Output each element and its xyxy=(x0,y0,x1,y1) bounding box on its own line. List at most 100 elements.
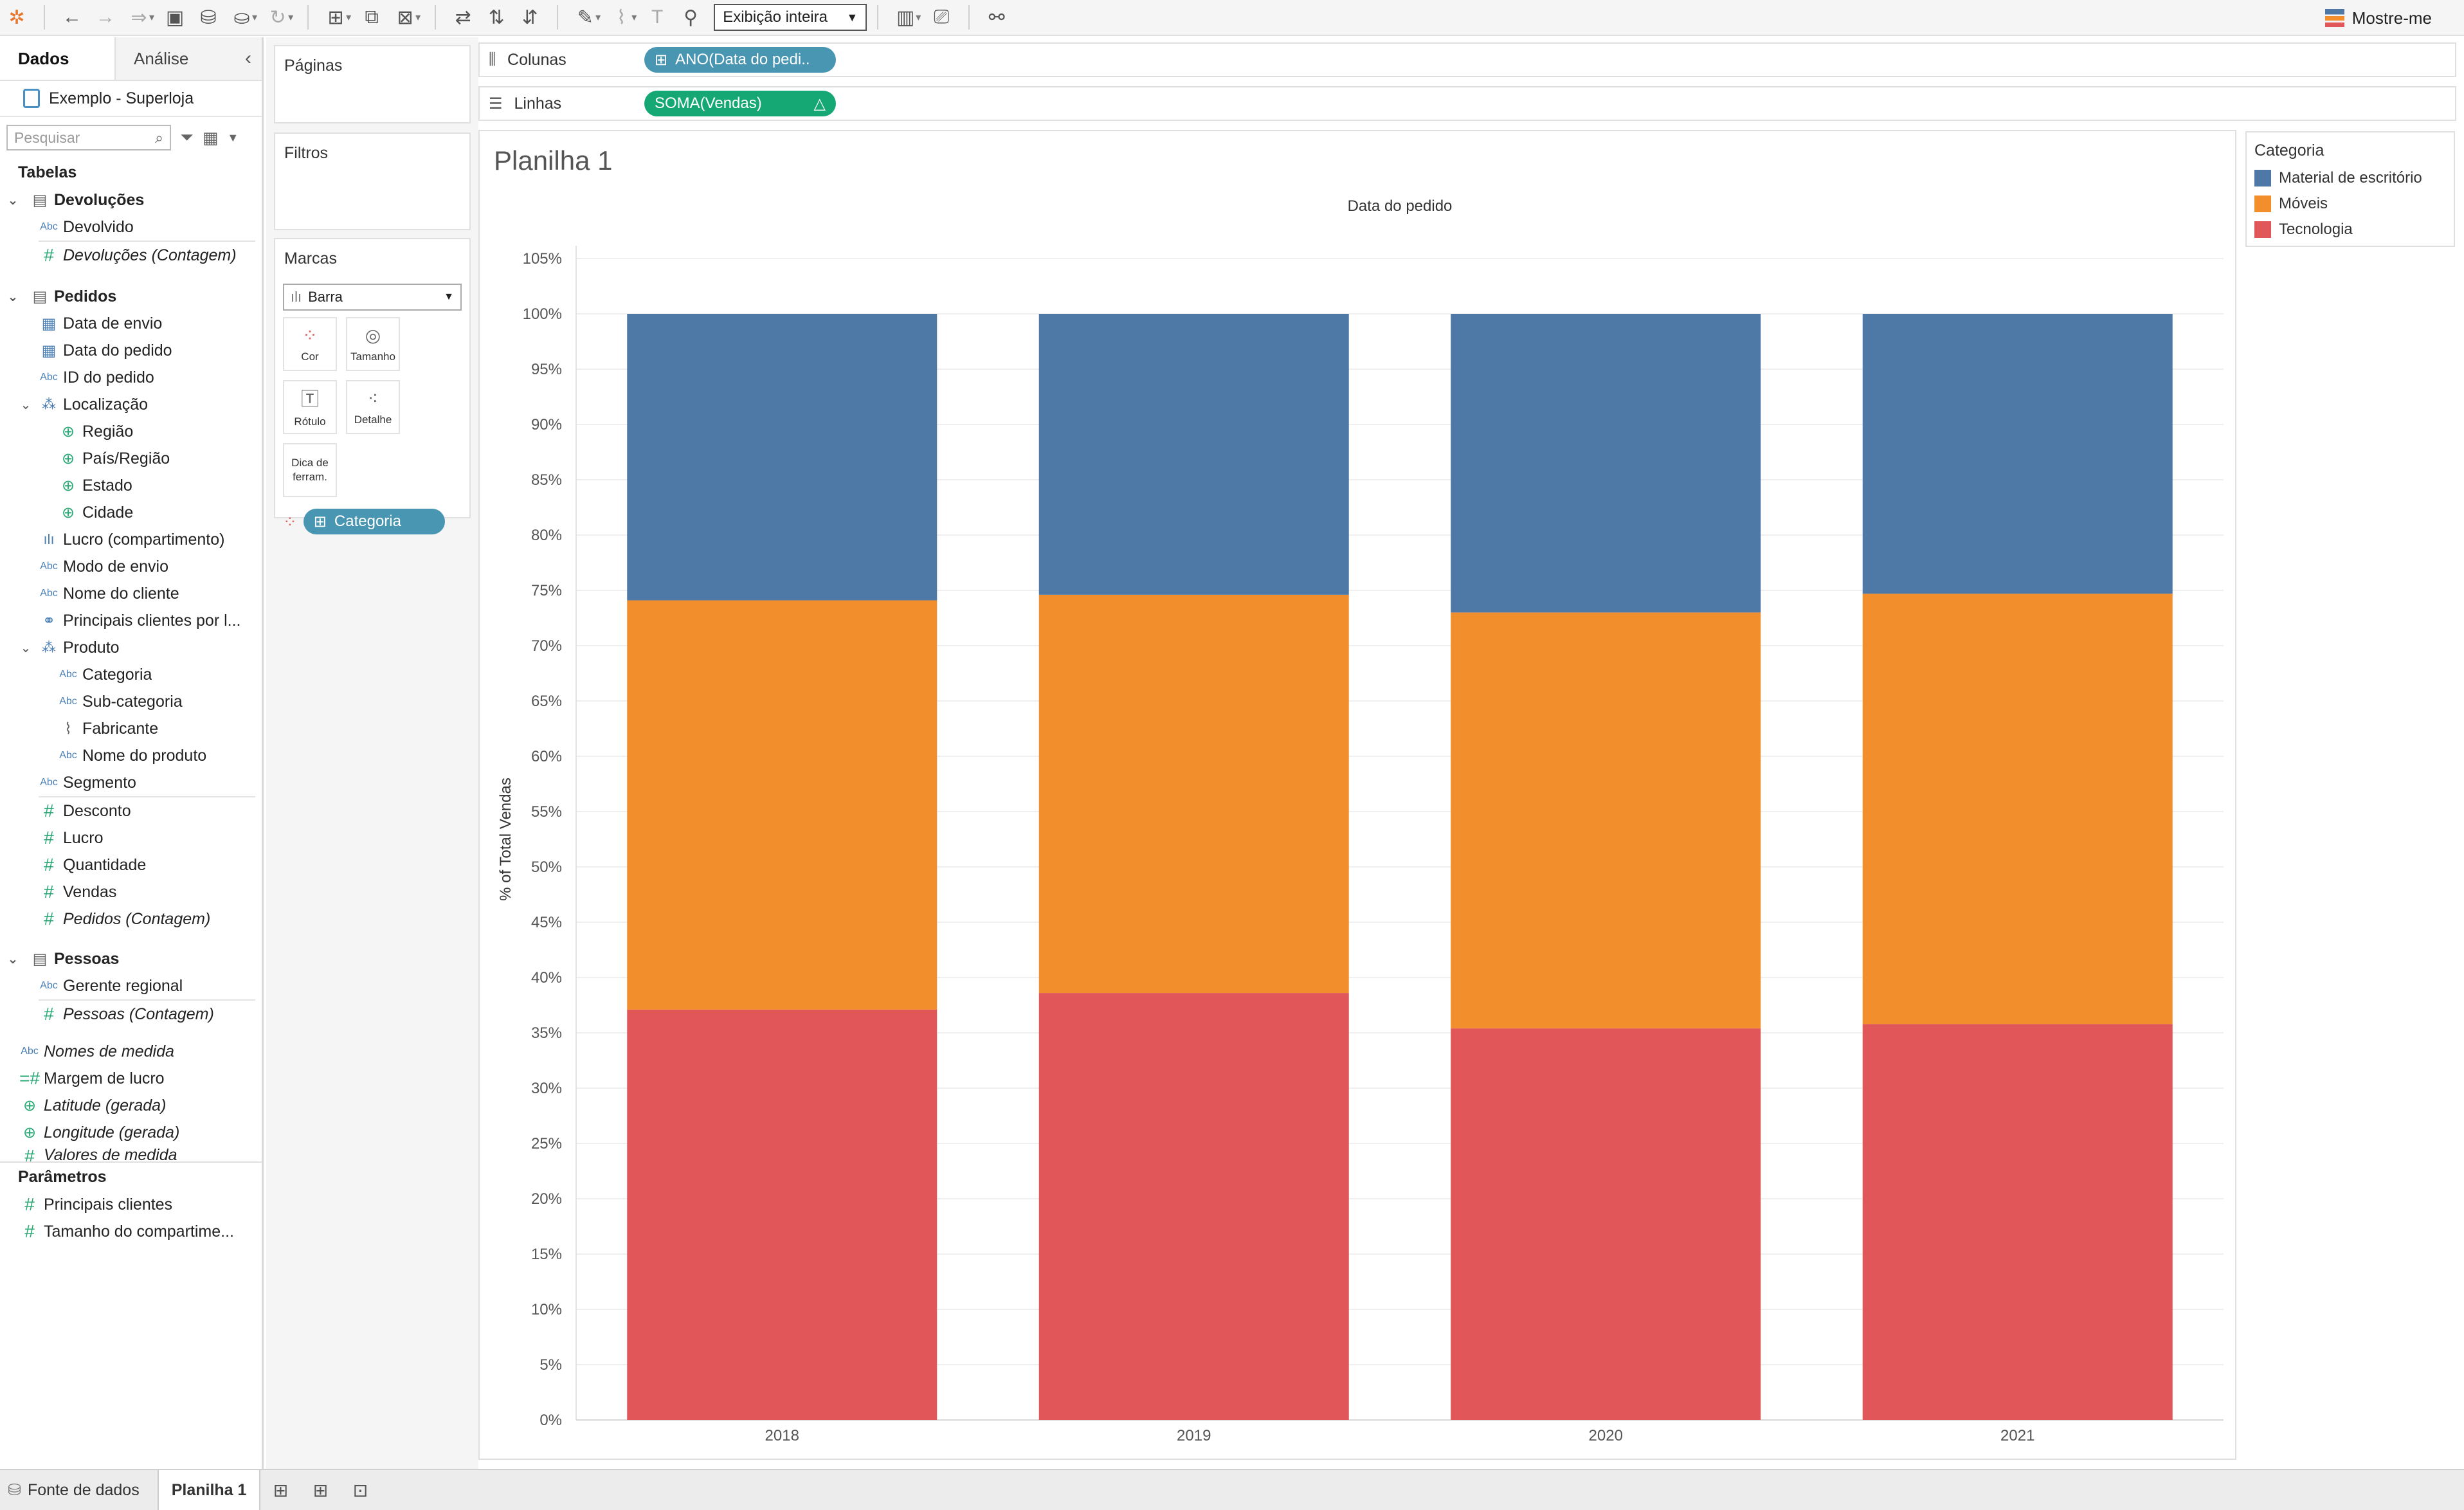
field-latitude[interactable]: ⊕ Latitude (gerada) xyxy=(0,1092,262,1119)
field-devolvido[interactable]: Abc Devolvido xyxy=(0,214,262,241)
columns-shelf[interactable]: ⫼ Colunas ⊞ ANO(Data do pedi.. xyxy=(478,42,2456,77)
field-valores-de-medida[interactable]: # Valores de medida xyxy=(0,1146,262,1161)
chevron-down-icon[interactable]: ⌄ xyxy=(20,641,32,655)
detail-button[interactable]: ⁖ Detalhe xyxy=(346,380,400,434)
chevron-down-icon[interactable]: ▼ xyxy=(227,131,239,144)
field-nomes-de-medida[interactable]: Abc Nomes de medida xyxy=(0,1038,262,1065)
datasource-item[interactable]: Exemplo - Superloja xyxy=(0,81,262,117)
field-lucro-compartimento[interactable]: ılı Lucro (compartimento) xyxy=(0,526,262,553)
stacked-bar-chart[interactable]: Data do pedido % of Total Vendas 0% 5% 10% 15… xyxy=(480,131,2238,1461)
legend-item[interactable]: Material de escritório xyxy=(2247,165,2454,191)
tab-datasource[interactable]: ⛁ Fonte de dados xyxy=(0,1470,147,1510)
mark-type-select[interactable]: ılı Barra ▼ xyxy=(283,284,462,311)
tab-data[interactable]: Dados xyxy=(0,37,116,80)
field-sub-categoria[interactable]: Abc Sub-categoria xyxy=(0,688,262,715)
chevron-down-icon[interactable]: ▾ xyxy=(252,12,258,23)
tab-sheet-1[interactable]: Planilha 1 xyxy=(157,1470,261,1510)
chevron-down-icon[interactable]: ⌄ xyxy=(7,289,19,304)
field-pedidos-contagem[interactable]: # Pedidos (Contagem) xyxy=(0,905,262,932)
chevron-down-icon[interactable]: ▾ xyxy=(595,12,601,23)
pause-updates-icon[interactable]: ⛀ xyxy=(233,6,250,28)
highlight-icon[interactable]: ✎ xyxy=(577,6,593,28)
chevron-down-icon[interactable]: ▾ xyxy=(346,12,352,23)
field-longitude[interactable]: ⊕ Longitude (gerada) xyxy=(0,1119,262,1146)
table-pessoas[interactable]: ⌄ ▤ Pessoas xyxy=(0,945,262,972)
sort-ascending-icon[interactable]: ⇅ xyxy=(488,6,505,28)
refresh-icon[interactable]: ↻ xyxy=(269,6,286,28)
show-cards-icon[interactable]: ▥ xyxy=(896,6,915,28)
legend-item[interactable]: Tecnologia xyxy=(2247,217,2454,242)
set-principais-clientes[interactable]: ⚭ Principais clientes por l... xyxy=(0,607,262,634)
sort-descending-icon[interactable]: ⇵ xyxy=(521,6,538,28)
replay-icon[interactable]: ⇒ xyxy=(131,6,147,28)
rows-pill[interactable]: SOMA(Vendas) △ xyxy=(644,91,836,116)
tab-analysis[interactable]: Análise xyxy=(116,37,231,80)
filters-card[interactable]: Filtros xyxy=(274,132,471,230)
share-icon[interactable]: ⚯ xyxy=(988,6,1005,28)
label-button[interactable]: 🅃 Rótulo xyxy=(283,380,337,434)
field-categoria[interactable]: Abc Categoria xyxy=(0,661,262,688)
new-datasource-icon[interactable]: ⛁ xyxy=(200,6,217,28)
param-principais-clientes[interactable]: # Principais clientes xyxy=(0,1191,262,1218)
chevron-down-icon[interactable]: ⌄ xyxy=(7,952,19,967)
chevron-down-icon[interactable]: ▾ xyxy=(415,12,421,23)
save-icon[interactable]: ▣ xyxy=(165,6,185,28)
presentation-mode-icon[interactable]: ⎚ xyxy=(934,6,950,28)
new-story-icon[interactable]: ⊡ xyxy=(352,1480,368,1500)
new-worksheet-icon[interactable]: ⊞ xyxy=(273,1480,289,1500)
collapse-pane-icon[interactable]: ‹ xyxy=(231,37,262,80)
field-desconto[interactable]: # Desconto xyxy=(0,797,262,824)
view-toggle-icon[interactable]: ▦ xyxy=(202,127,219,147)
field-fabricante[interactable]: ⌇ Fabricante xyxy=(0,715,262,742)
chevron-down-icon[interactable]: ▾ xyxy=(149,12,155,23)
field-id-do-pedido[interactable]: Abc ID do pedido xyxy=(0,364,262,391)
field-pais-regiao[interactable]: ⊕ País/Região xyxy=(0,445,262,472)
redo-icon[interactable]: → xyxy=(96,6,115,28)
undo-icon[interactable]: ← xyxy=(62,6,82,28)
field-nome-do-produto[interactable]: Abc Nome do produto xyxy=(0,742,262,769)
columns-pill[interactable]: ⊞ ANO(Data do pedi.. xyxy=(644,47,836,73)
field-segmento[interactable]: Abc Segmento xyxy=(0,769,262,796)
new-worksheet-icon[interactable]: ⊞ xyxy=(327,6,344,28)
chevron-down-icon[interactable]: ⌄ xyxy=(7,193,19,208)
table-devolucoes[interactable]: ⌄ ▤ Devoluções xyxy=(0,186,262,214)
tooltip-button[interactable]: Dica de ferram. xyxy=(283,443,337,497)
swap-rows-columns-icon[interactable]: ⇄ xyxy=(455,6,471,28)
show-me-button[interactable]: Mostre-me xyxy=(2324,4,2432,32)
field-data-de-envio[interactable]: ▦ Data de envio xyxy=(0,310,262,337)
pages-card[interactable]: Páginas xyxy=(274,45,471,123)
new-dashboard-icon[interactable]: ⊞ xyxy=(313,1480,329,1500)
field-regiao[interactable]: ⊕ Região xyxy=(0,418,262,445)
legend-item[interactable]: Móveis xyxy=(2247,191,2454,217)
rows-shelf[interactable]: ☰ Linhas SOMA(Vendas) △ xyxy=(478,86,2456,121)
hierarchy-localizacao[interactable]: ⌄ ⁂ Localização xyxy=(0,391,262,418)
field-nome-do-cliente[interactable]: Abc Nome do cliente xyxy=(0,580,262,607)
chevron-down-icon[interactable]: ⌄ xyxy=(20,397,32,412)
field-data-do-pedido[interactable]: ▦ Data do pedido xyxy=(0,337,262,364)
param-tamanho-compartimento[interactable]: # Tamanho do comparti­me... xyxy=(0,1218,262,1245)
sheet-title[interactable]: Planilha 1 xyxy=(494,145,613,176)
chevron-down-icon[interactable]: ▾ xyxy=(916,12,921,23)
field-cidade[interactable]: ⊕ Cidade xyxy=(0,499,262,526)
field-quantidade[interactable]: # Quantidade xyxy=(0,851,262,878)
field-devolucoes-contagem[interactable]: # Devoluções (Contagem) xyxy=(0,242,262,269)
color-button[interactable]: ⁘ Cor xyxy=(283,317,337,371)
group-members-icon[interactable]: ⌇ xyxy=(616,6,626,28)
fix-axes-icon[interactable]: ⚲ xyxy=(684,6,698,28)
table-pedidos[interactable]: ⌄ ▤ Pedidos xyxy=(0,283,262,310)
categoria-color-pill[interactable]: ⊞ Categoria xyxy=(303,509,445,534)
chevron-down-icon[interactable]: ▾ xyxy=(631,12,637,23)
search-input[interactable]: Pesquisar ⌕ xyxy=(6,125,171,150)
chevron-down-icon[interactable]: ▾ xyxy=(288,12,294,23)
clear-sheet-icon[interactable]: ⊠ xyxy=(397,6,413,28)
field-lucro[interactable]: # Lucro xyxy=(0,824,262,851)
hierarchy-produto[interactable]: ⌄ ⁂ Produto xyxy=(0,634,262,661)
field-modo-de-envio[interactable]: Abc Modo de envio xyxy=(0,553,262,580)
field-gerente-regional[interactable]: Abc Gerente regional xyxy=(0,972,262,999)
field-margem-de-lucro[interactable]: =# Margem de lucro xyxy=(0,1065,262,1092)
fit-select[interactable]: Exibição inteira ▼ xyxy=(714,4,867,31)
size-button[interactable]: ◎ Tamanho xyxy=(346,317,400,371)
show-labels-icon[interactable]: T xyxy=(651,6,664,28)
field-vendas[interactable]: # Vendas xyxy=(0,878,262,905)
filter-icon[interactable]: ⏷ xyxy=(180,127,194,147)
